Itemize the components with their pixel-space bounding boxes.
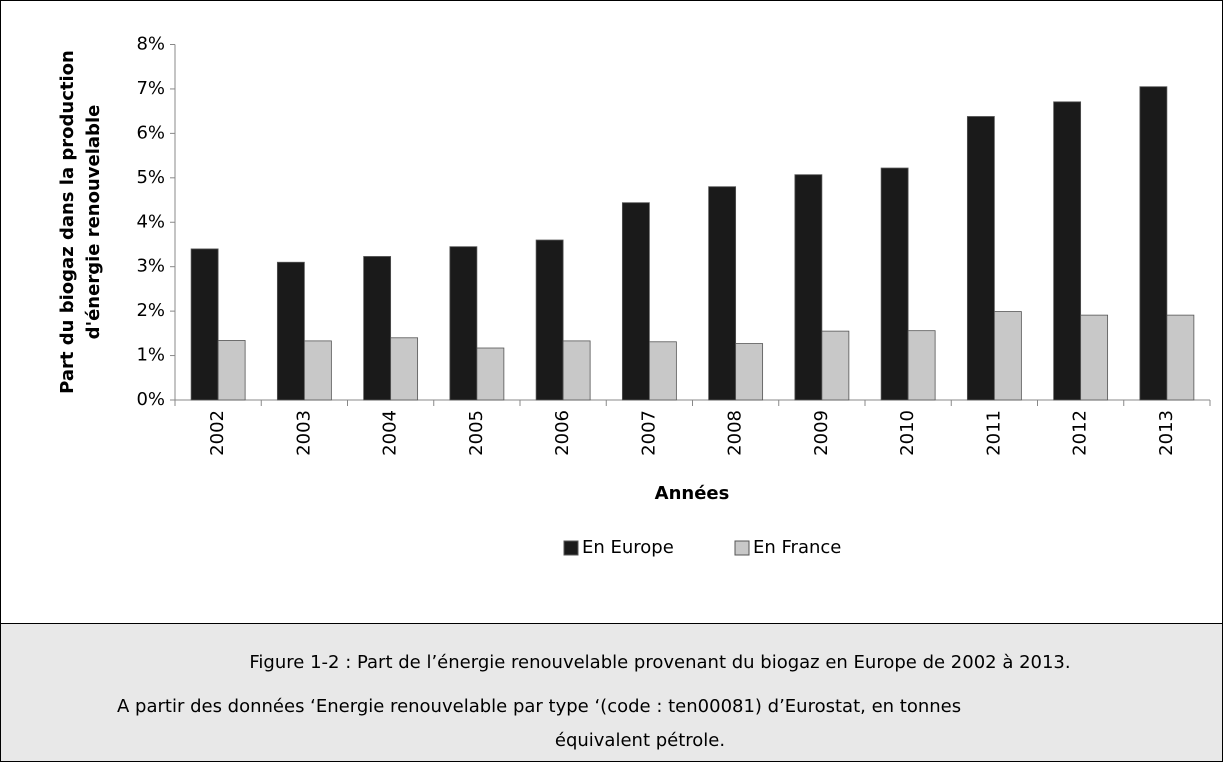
bar [1080,314,1109,401]
y-axis-title: d'énergie renouvelable [83,105,104,340]
x-tick-label: 2013 [1156,410,1177,456]
bar [303,340,332,401]
y-tick-label: 4% [136,211,165,232]
x-tick-label: 2003 [293,410,314,456]
bar [276,261,305,401]
bar [1166,314,1195,401]
bar [562,340,591,401]
bar [476,347,505,401]
bar [708,186,737,401]
y-tick-label: 5% [136,167,165,188]
x-tick-label: 2007 [638,410,659,456]
caption-line: A partir des données ‘Energie renouvelab… [117,696,961,717]
bar [880,167,909,401]
x-tick-label: 2009 [811,410,832,456]
bar [535,239,564,401]
y-axis-title: Part du biogaz dans la production [57,50,78,394]
legend-label: En France [753,537,841,558]
bar [390,337,419,401]
bar [648,341,677,401]
y-tick-label: 1% [136,345,165,366]
bar [621,202,650,401]
x-axis-title: Années [655,483,730,504]
y-tick-label: 2% [136,300,165,321]
x-tick-label: 2002 [207,410,228,456]
x-tick-label: 2012 [1070,410,1091,456]
bar [1053,101,1082,401]
legend-swatch [734,540,750,556]
bar [363,256,392,401]
x-tick-label: 2005 [466,410,487,456]
bar [217,340,246,401]
x-tick-label: 2008 [725,410,746,456]
bar [966,116,995,401]
legend-label: En Europe [582,537,674,558]
chart-frame [0,0,1223,624]
caption-line: Figure 1-2 : Part de l’énergie renouvela… [249,652,1070,673]
x-tick-label: 2010 [897,410,918,456]
bar [907,330,936,401]
caption-line: équivalent pétrole. [555,730,725,751]
x-tick-label: 2006 [552,410,573,456]
legend-swatch [563,540,579,556]
bar [1139,86,1168,401]
x-tick-label: 2011 [983,410,1004,456]
y-tick-label: 6% [136,122,165,143]
bar [993,311,1022,401]
x-tick-label: 2004 [380,410,401,456]
bar [449,246,478,401]
caption-box [0,623,1223,762]
bar [821,330,850,401]
bar [735,343,764,401]
y-tick-label: 7% [136,78,165,99]
y-tick-label: 0% [136,389,165,410]
y-tick-label: 3% [136,256,165,277]
y-tick-label: 8% [136,34,165,55]
bar [794,174,823,401]
bar [190,248,219,401]
